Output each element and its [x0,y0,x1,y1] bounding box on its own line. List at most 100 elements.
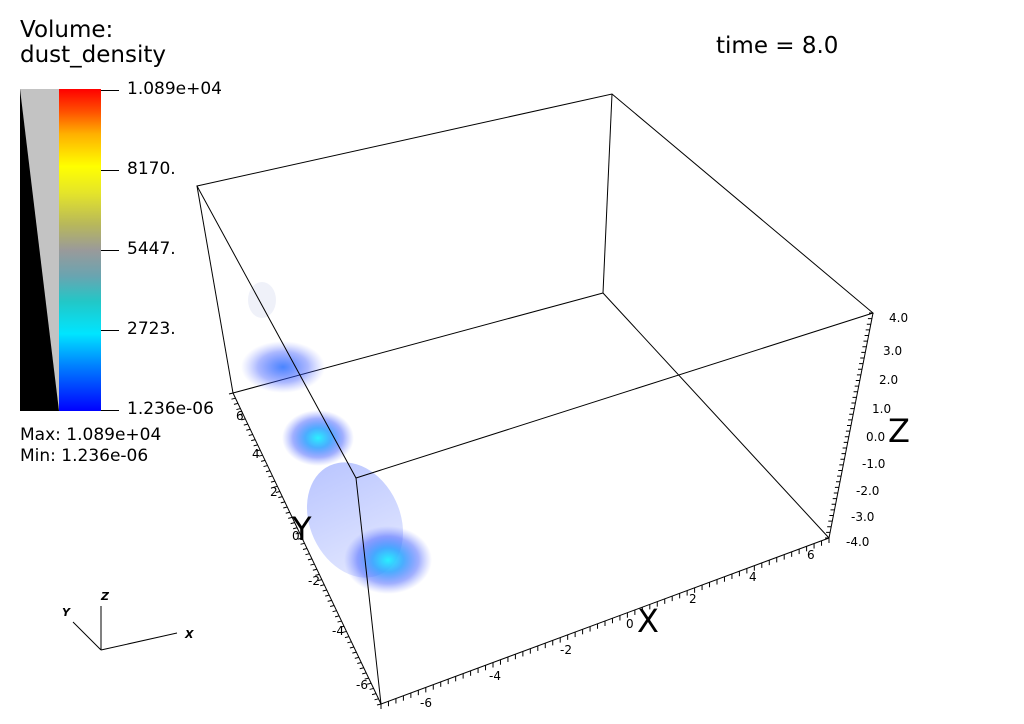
axis-tick [325,594,330,597]
density-blob [241,341,325,393]
x-tick-label: -2 [560,643,572,657]
axis-tick [359,667,364,670]
color-bar-tick-mark [101,90,119,91]
axis-tick [295,532,300,535]
x-axis-title: X [637,602,659,640]
axis-tick [251,439,256,442]
color-bar-tick-label: 5447. [127,239,176,259]
color-bar-tick-mark [101,330,119,331]
axis-tick [278,496,283,499]
z-tick-label: 4.0 [889,311,908,325]
density-blob [344,526,432,594]
axis-tick [228,392,234,395]
z-axis-title: Z [888,412,910,450]
y-tick-label: -6 [356,678,368,692]
axis-tick [241,418,246,421]
axis-tick [312,568,317,571]
x-tick-label: -6 [420,696,432,710]
axis-tick [337,620,342,623]
max-label: Max: 1.089e+04 [20,425,162,445]
color-bar-tick-label: 2723. [127,319,176,339]
x-tick-label: 0 [626,617,634,631]
z-tick-label: -4.0 [846,535,869,549]
axis-tick [253,444,258,447]
time-label: time = 8.0 [716,33,839,59]
axis-tick [342,630,347,633]
y-tick-label: 4 [252,447,260,461]
axis-tick [263,465,268,468]
axis-tick [285,511,290,514]
axis-tick [302,548,308,550]
axis-tick [258,454,263,457]
color-bar-tick-mark [101,170,119,171]
z-tick-label: 2.0 [879,373,898,387]
axis-tick [374,698,379,701]
axis-tick [362,672,367,675]
axis-tick [236,408,241,411]
legend-title: Volume: dust_density [20,18,166,68]
axis-tick [352,651,357,654]
triad-z-label: Z [100,590,110,603]
z-tick-label: -1.0 [862,457,885,471]
triad-x-label: X [184,628,194,641]
axis-tick-marks [228,312,873,709]
z-tick-label: 0.0 [866,430,885,444]
axis-tick [297,537,303,540]
axis-tick [243,423,248,426]
axis-tick [332,610,337,613]
axis-tick [275,490,280,493]
axis-tick [270,480,276,483]
axis-tick [347,641,352,644]
axis-tick [248,433,253,436]
x-tick-label: 6 [807,548,815,562]
axis-tick [300,542,305,545]
axis-tick [288,516,293,519]
axis-tick [273,485,278,488]
y-tick-label: 2 [270,485,278,499]
axis-tick [349,646,354,649]
axis-tick [317,579,322,582]
density-blob [282,410,354,466]
axis-tick [246,428,251,431]
axis-tick [290,522,295,525]
z-tick-label: -2.0 [856,484,879,498]
x-tick-label: 4 [749,570,757,584]
axis-tick [369,687,374,690]
color-bar [59,89,101,411]
y-tick-label: -4 [332,624,344,638]
axis-tick [339,625,345,628]
z-tick-label: -3.0 [851,510,874,524]
opacity-ramp [20,89,59,411]
axis-tick [256,449,261,452]
y-tick-label: 0 [292,529,300,543]
axis-tick [280,501,285,504]
x-tick-label: 2 [689,592,697,606]
z-tick-label: 3.0 [883,344,902,358]
axis-tick [310,563,315,566]
axis-tick [327,599,332,602]
triad-y-label: Y [62,606,71,619]
axis-tick [376,703,382,706]
color-bar-tick-label: 8170. [127,159,176,179]
dust-density-volume [241,282,432,594]
axis-tick [354,656,359,659]
min-label: Min: 1.236e-06 [20,446,149,466]
axis-tick [307,558,313,561]
axis-tick [357,662,362,665]
color-bar-tick-mark [101,250,119,251]
density-wisp [248,282,276,318]
axis-tick [320,584,325,587]
y-tick-label: -2 [308,574,320,588]
color-bar-tick-label: 1.236e-06 [127,399,214,419]
color-bar-tick-label: 1.089e+04 [127,79,223,99]
color-bar-tick-mark [101,410,119,411]
axis-tick [233,402,239,405]
axis-tick [268,475,273,478]
axis-tick [305,553,310,556]
legend-title-line1: Volume: [20,17,114,43]
axis-tick [260,459,266,462]
bounding-box [196,93,875,705]
axis-tick [315,573,320,576]
orientation-triad: X Z Y [62,590,194,651]
